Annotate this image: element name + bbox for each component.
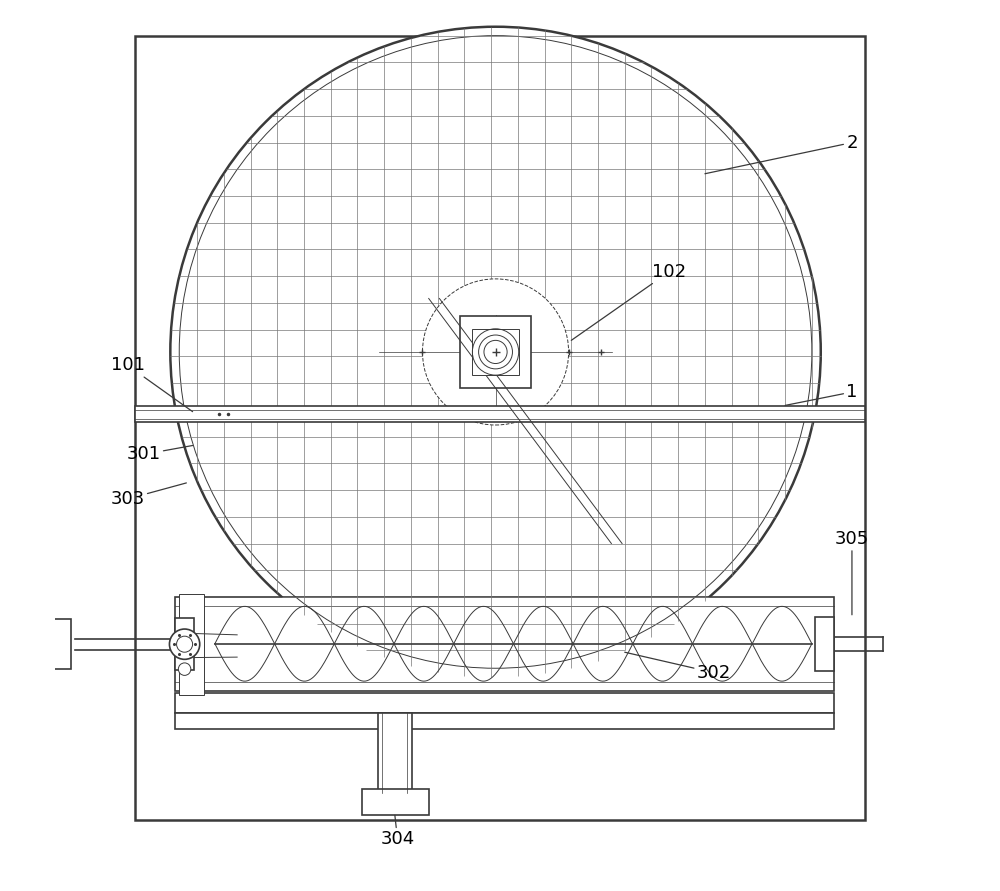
Bar (48, 619, 71, 669)
Bar (362, 789, 429, 815)
Text: 305: 305 (835, 530, 869, 615)
Text: 101: 101 (111, 356, 193, 412)
Text: 304: 304 (380, 815, 415, 848)
Text: 301: 301 (127, 446, 193, 463)
Bar (460, 316, 531, 388)
Bar (378, 713, 412, 793)
Bar (179, 594, 204, 695)
Bar (175, 618, 194, 670)
Bar (135, 406, 865, 422)
Bar (135, 36, 865, 820)
Text: 102: 102 (571, 263, 686, 340)
Bar (815, 617, 834, 671)
Bar (175, 693, 834, 713)
Text: 1: 1 (785, 383, 858, 405)
Bar (472, 329, 519, 375)
Text: 302: 302 (625, 652, 731, 682)
Circle shape (422, 279, 569, 425)
Ellipse shape (19, 619, 51, 669)
Circle shape (170, 27, 821, 677)
Text: 2: 2 (705, 134, 858, 174)
Bar (175, 713, 834, 729)
Circle shape (169, 629, 200, 659)
Circle shape (177, 636, 193, 652)
Text: 303: 303 (110, 483, 186, 508)
Circle shape (178, 663, 191, 675)
Bar (175, 597, 834, 691)
